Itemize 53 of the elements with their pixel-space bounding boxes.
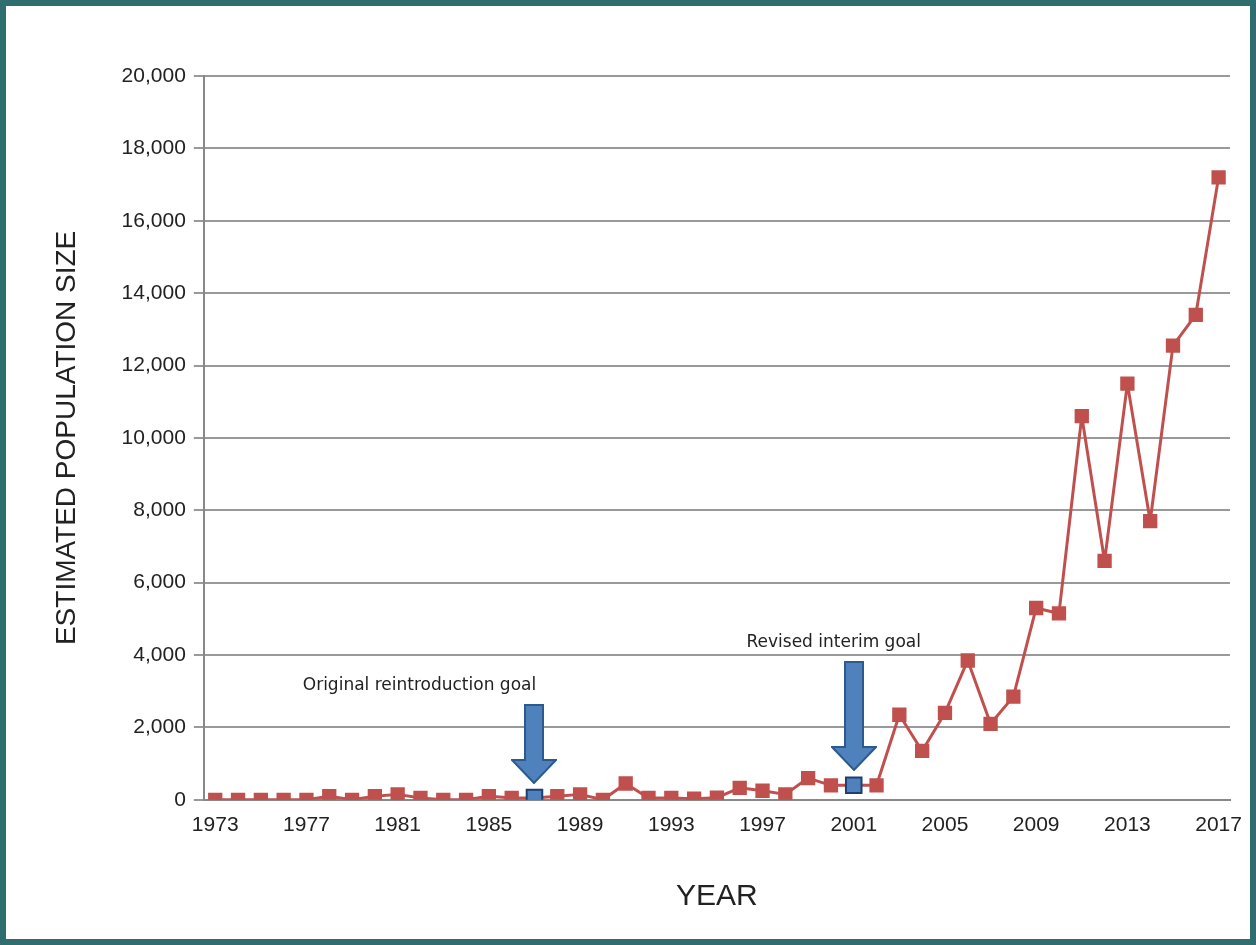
point <box>778 787 793 800</box>
point <box>1097 553 1112 569</box>
point <box>1165 338 1181 353</box>
y-tick-label: 4,000 <box>133 641 186 665</box>
x-tick-label: 1989 <box>556 812 604 836</box>
x-axis-title: YEAR <box>676 878 758 912</box>
y-tick-label: 6,000 <box>133 569 186 593</box>
point <box>572 787 588 800</box>
point <box>892 707 907 722</box>
y-tick-label: 20,000 <box>121 62 186 86</box>
y-axis-title: ESTIMATED POPULATION SIZE <box>49 230 81 646</box>
x-tick-label: 1977 <box>283 812 330 836</box>
point <box>618 776 633 791</box>
point <box>1120 376 1135 391</box>
point <box>960 653 975 668</box>
point <box>1006 689 1021 704</box>
y-tick-label: 8,000 <box>133 497 186 521</box>
point <box>937 705 953 721</box>
y-tick-label: 18,000 <box>121 135 186 159</box>
y-tick-label: 10,000 <box>121 424 186 448</box>
y-tick-label: 0 <box>174 786 186 810</box>
point <box>1051 606 1067 621</box>
x-tick-label: 2009 <box>1012 812 1060 836</box>
point <box>869 778 884 793</box>
y-tick-label: 16,000 <box>121 207 186 231</box>
point <box>755 783 770 798</box>
point <box>322 789 337 800</box>
y-tick-label: 14,000 <box>121 279 186 303</box>
x-tick-label: 2013 <box>1104 812 1151 836</box>
point <box>390 787 405 800</box>
point <box>914 743 930 759</box>
annotation: Original reintroduction goal <box>302 673 537 694</box>
point <box>823 778 839 793</box>
x-tick-label: 1997 <box>739 812 786 836</box>
annotation: Revised interim goal <box>746 631 921 652</box>
x-tick-label: 1981 <box>374 812 422 836</box>
point <box>1029 600 1044 616</box>
point <box>1074 409 1089 424</box>
x-tick-label: 2017 <box>1195 812 1242 836</box>
y-tick-label: 2,000 <box>133 714 186 738</box>
x-tick-label: 1993 <box>647 812 695 836</box>
point <box>1188 307 1203 323</box>
x-tick-label: 2001 <box>830 812 878 836</box>
point <box>1143 513 1158 529</box>
point <box>732 780 747 796</box>
y-tick-label: 12,000 <box>121 352 186 376</box>
x-tick-label: 2005 <box>921 812 969 836</box>
point <box>1211 170 1226 185</box>
point <box>983 716 998 731</box>
point <box>800 770 816 786</box>
x-tick-label: 1973 <box>191 812 239 836</box>
point <box>550 789 565 800</box>
x-tick-label: 1985 <box>465 812 513 836</box>
